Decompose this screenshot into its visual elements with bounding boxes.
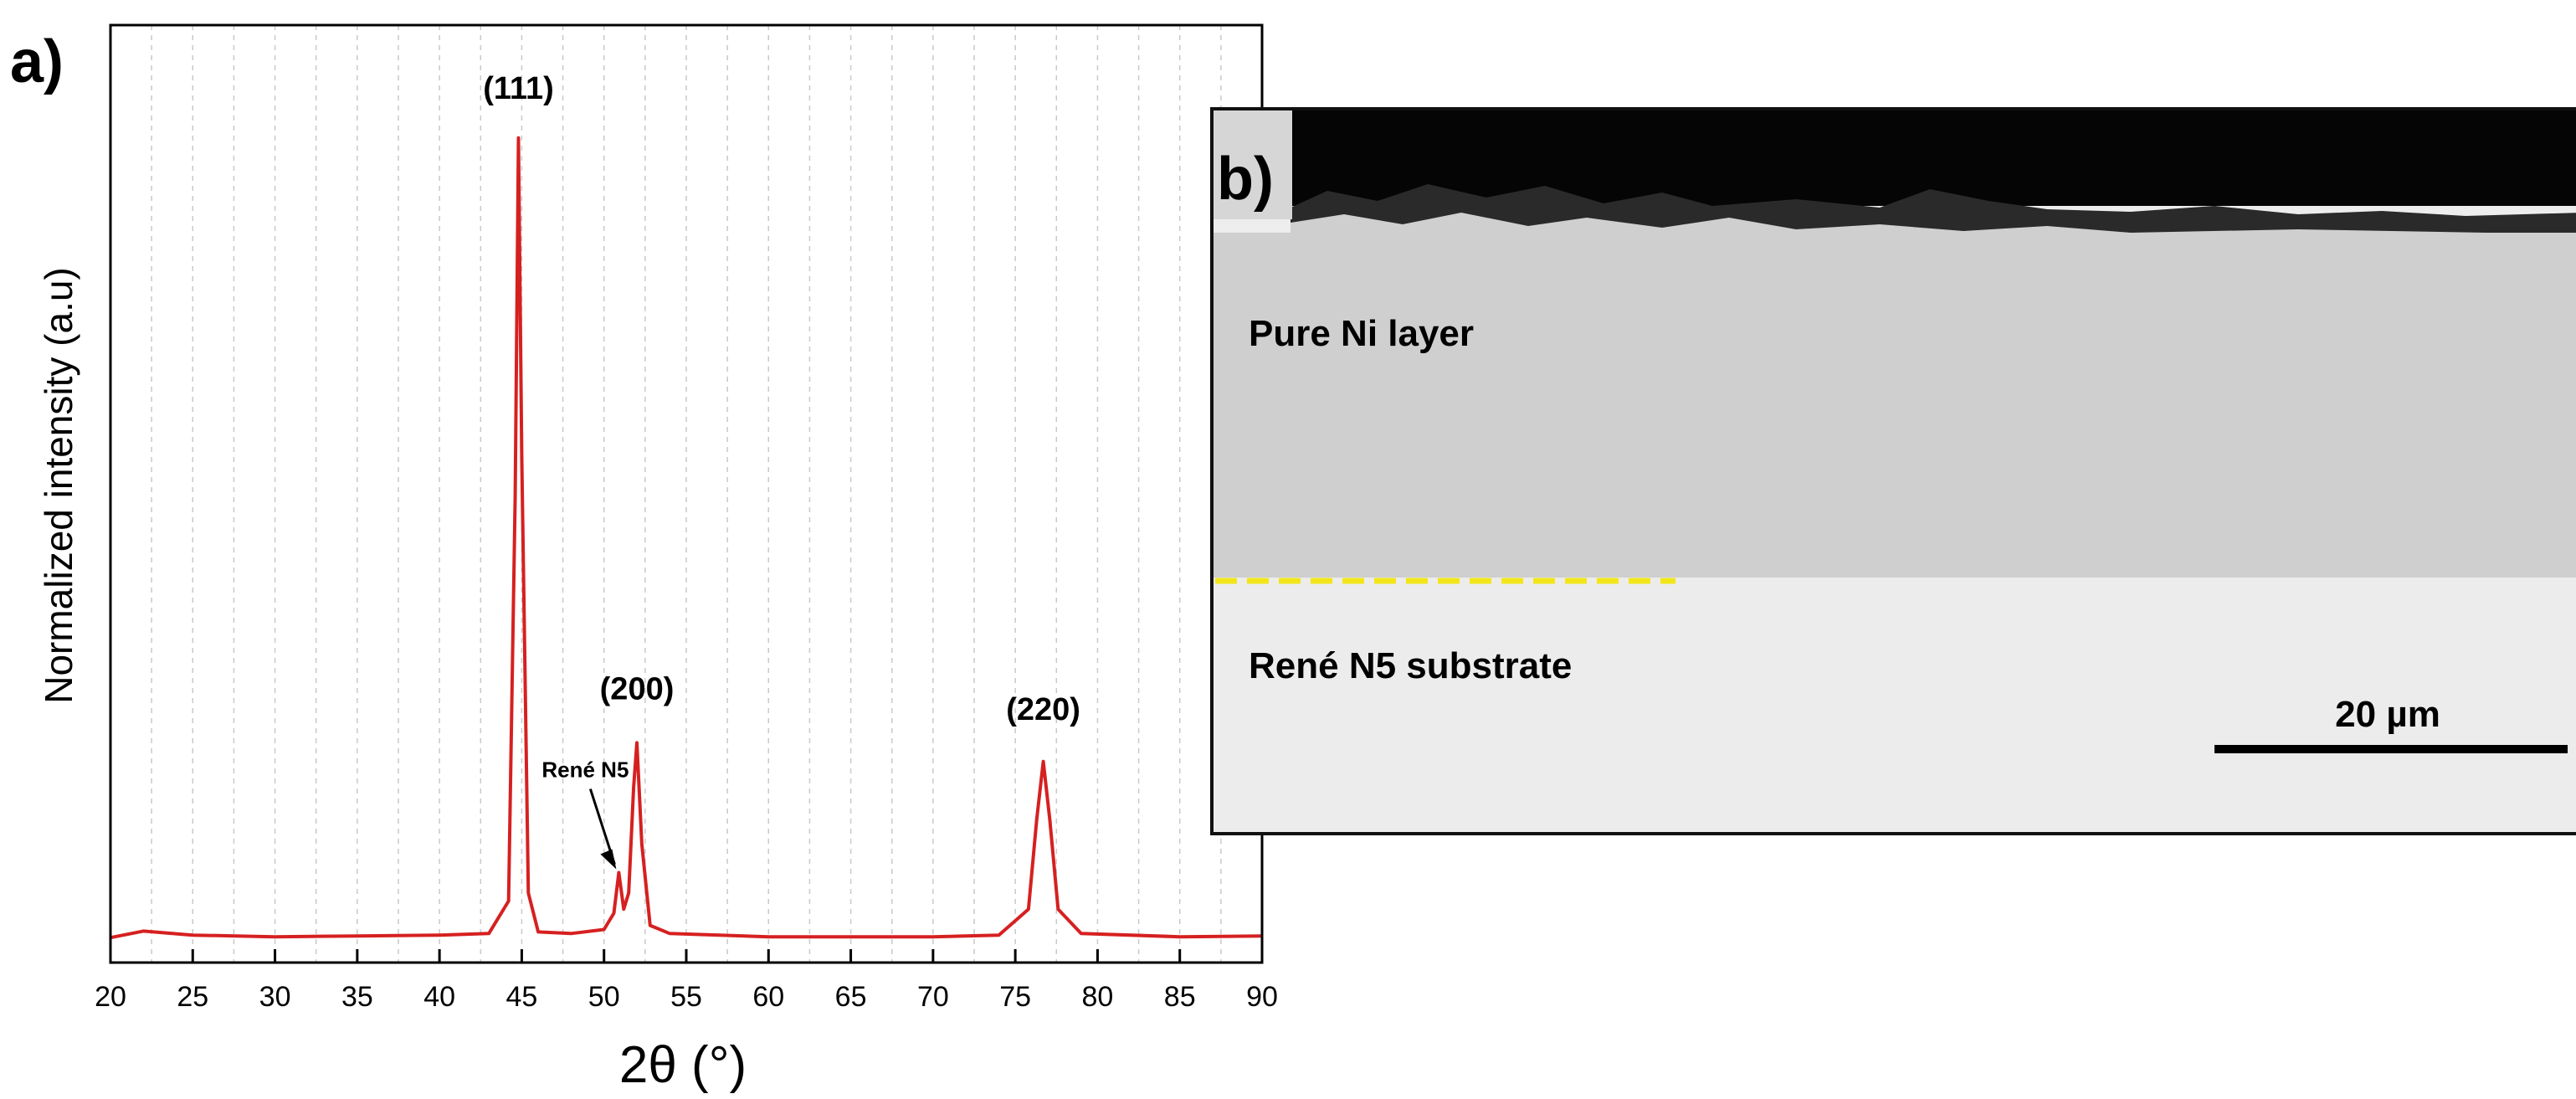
panel-a-label: a): [10, 28, 64, 95]
x-tick-label: 40: [423, 981, 455, 1013]
x-tick-label: 25: [177, 981, 208, 1013]
pure-ni-layer-label: Pure Ni layer: [1249, 313, 1474, 354]
pure-ni-layer: [1214, 233, 2576, 578]
xrd-chart: a) 20 25 30 35 40 45 50 55 60 65 70 75 80 85 90 (111)(…: [10, 23, 1278, 1094]
substrate: [1214, 578, 2576, 832]
x-tick-label: 80: [1082, 981, 1114, 1013]
x-tick-label: 50: [588, 981, 620, 1013]
peak-label: (200): [600, 672, 675, 707]
panel-b-label: b): [1217, 146, 1274, 213]
scale-bar: [2214, 745, 2568, 753]
x-tick-label: 75: [999, 981, 1031, 1013]
substrate-label: René N5 substrate: [1249, 645, 1572, 686]
x-tick-label: 90: [1246, 981, 1278, 1013]
surface-roughness: [1291, 184, 2576, 233]
y-axis-label: Normalized intensity (a.u): [37, 267, 80, 704]
peak-label: (111): [483, 71, 554, 106]
annotation-label: René N5: [541, 757, 629, 783]
x-tick-label: 45: [506, 981, 538, 1013]
peak-annotations: (111) (200) (220) René N5: [483, 71, 1080, 870]
x-tick-label: 85: [1164, 981, 1196, 1013]
sem-micrograph: b) Pure Ni layer René N5 substrate 20 µm: [1210, 107, 2576, 835]
x-tick-label: 65: [835, 981, 867, 1013]
panel-b-label-box: [1214, 110, 1292, 219]
scale-bar-label: 20 µm: [2335, 694, 2440, 735]
ni-top-edge: [1291, 213, 2576, 241]
x-tick-label: 55: [670, 981, 702, 1013]
x-axis-label: 2θ (°): [619, 1036, 747, 1094]
peak-label: (220): [1006, 692, 1080, 727]
data-series: [110, 136, 1263, 940]
x-tick-label: 60: [752, 981, 784, 1013]
gridlines: [110, 25, 1263, 963]
x-tick-label: 70: [917, 981, 949, 1013]
x-tick-label: 30: [259, 981, 291, 1013]
x-tick-label: 35: [341, 981, 373, 1013]
x-axis: 20 25 30 35 40 45 50 55 60 65 70 75 80 85 90: [95, 949, 1278, 1013]
series-line-intensity: [110, 136, 1263, 940]
annotation-arrowhead: [600, 849, 617, 870]
x-tick-label: 20: [95, 981, 126, 1013]
